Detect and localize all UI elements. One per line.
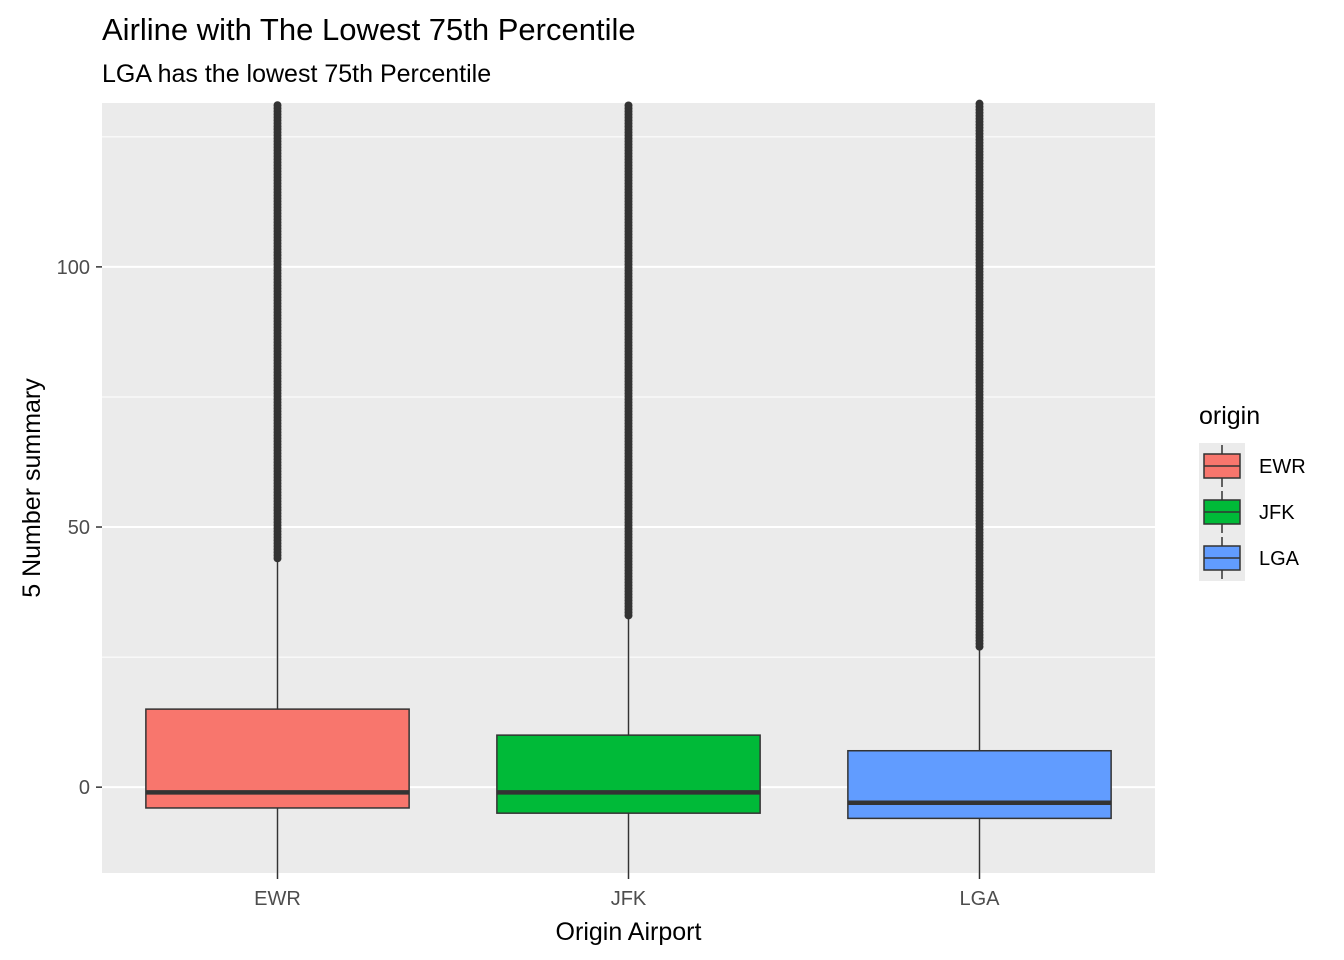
outlier-points [273,101,282,563]
y-tick-label: 50 [68,517,90,539]
outlier-point [975,99,984,108]
x-tick-label: JFK [611,888,647,910]
box-jfk [496,734,761,814]
y-tick-label: 0 [79,777,90,799]
legend-label: EWR [1259,456,1306,478]
box-group-ewr [145,101,410,873]
outlier-point [273,101,282,110]
x-axis-title: Origin Airport [556,918,702,946]
box-lga [847,749,1112,820]
legend: origin EWR JFK LGA [1199,402,1306,581]
box-group-lga [847,99,1112,873]
y-axis-title: 5 Number summary [18,378,46,598]
outlier-points [624,101,633,620]
legend-entry-lga: LGA [1199,535,1300,581]
legend-label: LGA [1259,548,1300,570]
box-group-jfk [496,101,761,873]
chart-title: Airline with The Lowest 75th Percentile [102,12,636,47]
outlier-point [624,101,633,110]
legend-entry-jfk: JFK [1199,489,1295,535]
outlier-points [975,99,984,651]
legend-entry-ewr: EWR [1199,443,1306,489]
chart-subtitle: LGA has the lowest 75th Percentile [102,60,492,88]
y-tick-label: 100 [57,257,90,279]
x-tick-label: EWR [254,888,301,910]
legend-label: JFK [1259,502,1295,524]
x-tick-label: LGA [959,888,1000,910]
legend-title: origin [1199,402,1260,430]
